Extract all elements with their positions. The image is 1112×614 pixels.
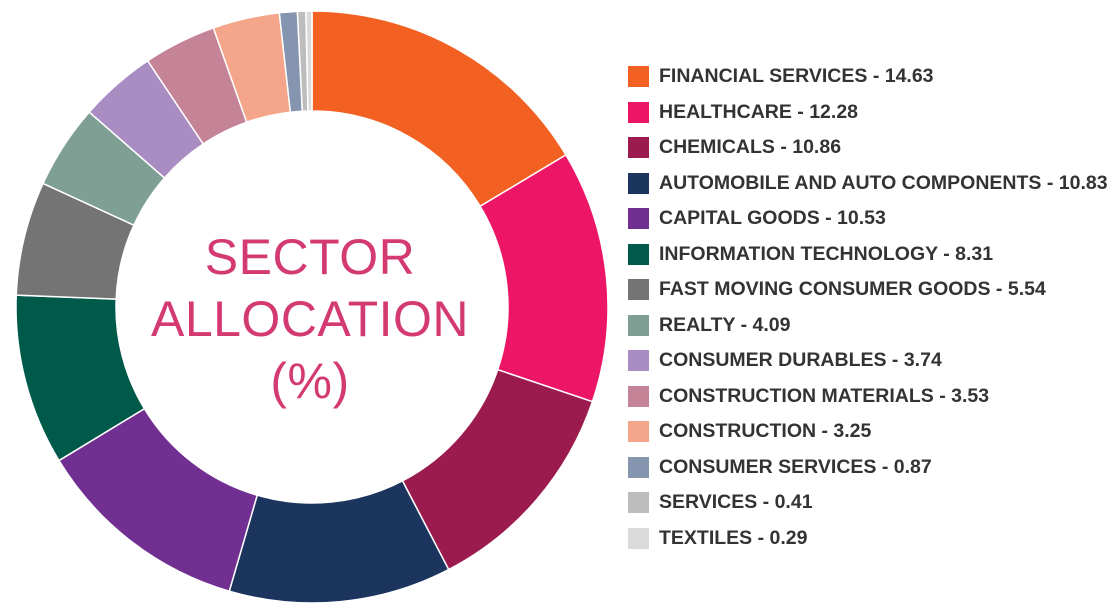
legend-item: TEXTILES - 0.29 (628, 524, 1108, 553)
legend-swatch (628, 385, 649, 407)
legend-swatch (628, 421, 649, 442)
legend-label: FINANCIAL SERVICES - 14.63 (659, 65, 934, 87)
chart-title-line-2: ALLOCATION (150, 291, 470, 347)
legend-swatch (628, 101, 649, 123)
legend-label: CONSUMER SERVICES - 0.87 (659, 455, 932, 478)
legend-swatch (628, 314, 649, 336)
legend-item: REALTY - 4.09 (628, 311, 1108, 340)
legend-item: CHEMICALS - 10.86 (628, 133, 1108, 162)
donut-slices (15, 10, 609, 604)
legend-item: SERVICES - 0.41 (628, 488, 1108, 517)
chart-title-line-1: SECTOR (204, 229, 416, 285)
legend-label: CAPITAL GOODS - 10.53 (659, 207, 886, 229)
legend-item: AUTOMOBILE AND AUTO COMPONENTS - 10.83 (628, 169, 1108, 198)
legend-label: FAST MOVING CONSUMER GOODS - 5.54 (659, 278, 1046, 300)
chart-title: SECTOR ALLOCATION (%) (60, 226, 560, 412)
legend-item: FAST MOVING CONSUMER GOODS - 5.54 (628, 275, 1108, 304)
legend-swatch (628, 350, 649, 371)
legend-label: CHEMICALS - 10.86 (659, 136, 842, 158)
legend-swatch (628, 172, 649, 194)
legend-label: REALTY - 4.09 (659, 313, 791, 336)
legend-item: CONSTRUCTION - 3.25 (628, 417, 1108, 446)
legend-label: INFORMATION TECHNOLOGY - 8.31 (659, 242, 994, 265)
legend-label: TEXTILES - 0.29 (659, 526, 808, 549)
legend-swatch (628, 456, 649, 478)
chart-title-line-3: (%) (270, 353, 350, 409)
legend-swatch (628, 208, 649, 229)
legend-item: INFORMATION TECHNOLOGY - 8.31 (628, 240, 1108, 269)
legend-label: CONSUMER DURABLES - 3.74 (659, 349, 942, 371)
legend-item: CONSTRUCTION MATERIALS - 3.53 (628, 382, 1108, 411)
legend-swatch (628, 243, 649, 265)
legend-item: FINANCIAL SERVICES - 14.63 (628, 62, 1108, 91)
donut-chart (15, 10, 609, 604)
legend-label: CONSTRUCTION - 3.25 (659, 420, 872, 442)
legend-label: AUTOMOBILE AND AUTO COMPONENTS - 10.83 (659, 171, 1108, 194)
legend-label: HEALTHCARE - 12.28 (659, 100, 859, 123)
legend-swatch (628, 279, 649, 300)
legend-item: CONSUMER SERVICES - 0.87 (628, 453, 1108, 482)
legend-item: CAPITAL GOODS - 10.53 (628, 204, 1108, 233)
legend-swatch (628, 66, 649, 87)
slice-textiles (305, 10, 313, 112)
legend-label: CONSTRUCTION MATERIALS - 3.53 (659, 384, 990, 407)
legend-label: SERVICES - 0.41 (659, 491, 813, 513)
legend: FINANCIAL SERVICES - 14.63 HEALTHCARE - 1… (628, 62, 1108, 559)
legend-swatch (628, 492, 649, 513)
legend-swatch (628, 527, 649, 549)
legend-item: CONSUMER DURABLES - 3.74 (628, 346, 1108, 375)
legend-swatch (628, 137, 649, 158)
legend-item: HEALTHCARE - 12.28 (628, 98, 1108, 127)
